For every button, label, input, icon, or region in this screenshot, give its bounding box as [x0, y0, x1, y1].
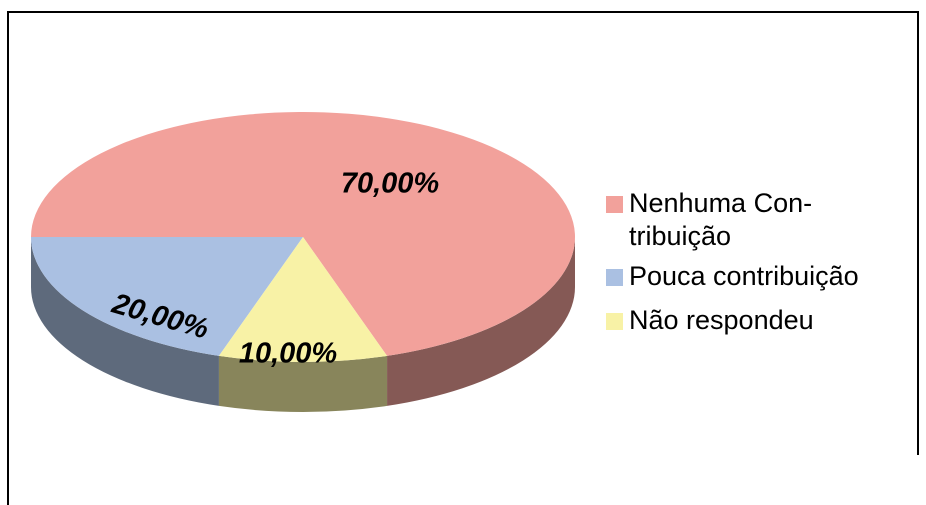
legend-label: Pouca contribuição: [629, 261, 859, 291]
legend-swatch: [606, 196, 623, 213]
pie-side: [31, 237, 219, 406]
legend-label: Nenhuma Con-tribuição: [629, 188, 812, 251]
pie-slice: [31, 237, 303, 356]
data-label: 70,00%: [341, 168, 439, 200]
data-label: 10,00%: [239, 338, 337, 370]
pie-slice: [31, 112, 575, 356]
legend-swatch: [606, 313, 623, 330]
pie-slice: [218, 237, 388, 362]
pie-side: [387, 237, 575, 406]
chart-frame: [7, 11, 919, 505]
legend-swatch: [606, 269, 623, 286]
pie-side: [218, 355, 388, 412]
legend-label: Não respondeu: [629, 305, 814, 335]
